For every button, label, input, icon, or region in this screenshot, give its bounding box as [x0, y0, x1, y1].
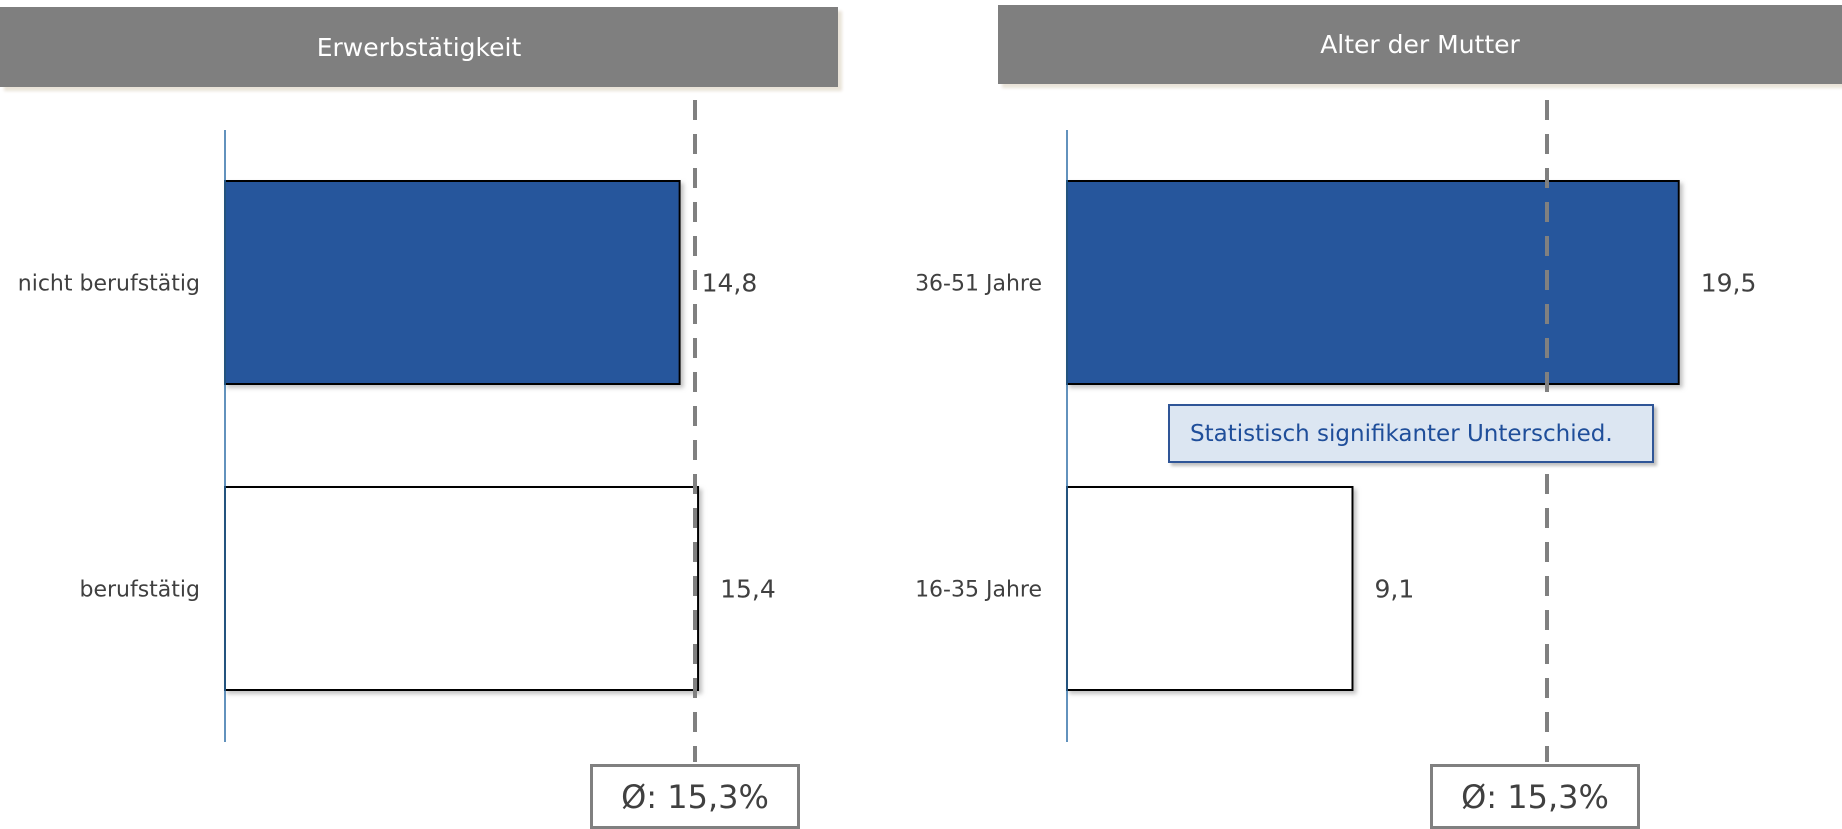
bar-0: [1066, 180, 1680, 385]
average-label: Ø: 15,3%: [1430, 764, 1640, 829]
bar-0: [224, 180, 681, 385]
category-label: 16-35 Jahre: [915, 578, 1042, 603]
chart-title: Erwerbstätigkeit: [0, 7, 838, 87]
chart-panel-erwerbstaetigkeit: Erwerbstätigkeit nicht berufstätig 14,8 be…: [0, 0, 845, 829]
bar-1: [224, 486, 700, 691]
significance-note: Statistisch signifikanter Unterschied.: [1168, 404, 1654, 463]
bar-1: [1066, 486, 1354, 691]
value-label: 14,8: [702, 269, 758, 298]
value-label: 9,1: [1374, 575, 1414, 604]
category-label: 36-51 Jahre: [915, 272, 1042, 297]
average-label: Ø: 15,3%: [590, 764, 800, 829]
chart-title: Alter der Mutter: [998, 5, 1842, 84]
category-label: nicht berufstätig: [18, 272, 200, 297]
value-label: 15,4: [720, 575, 776, 604]
bar-chart: nicht berufstätig 14,8 berufstätig 15,4: [18, 100, 776, 762]
category-label: berufstätig: [79, 578, 200, 603]
value-label: 19,5: [1701, 269, 1757, 298]
